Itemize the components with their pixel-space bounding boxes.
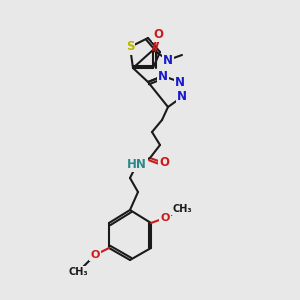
Text: O: O xyxy=(160,213,170,223)
Text: N: N xyxy=(158,70,168,83)
Text: O: O xyxy=(90,250,100,260)
Text: N: N xyxy=(177,91,187,103)
Text: CH₃: CH₃ xyxy=(172,204,192,214)
Text: O: O xyxy=(153,28,163,40)
Text: N: N xyxy=(175,76,185,88)
Text: CH₃: CH₃ xyxy=(68,267,88,277)
Text: HN: HN xyxy=(127,158,147,170)
Text: O: O xyxy=(159,157,169,169)
Text: S: S xyxy=(126,40,134,53)
Text: N: N xyxy=(163,53,173,67)
